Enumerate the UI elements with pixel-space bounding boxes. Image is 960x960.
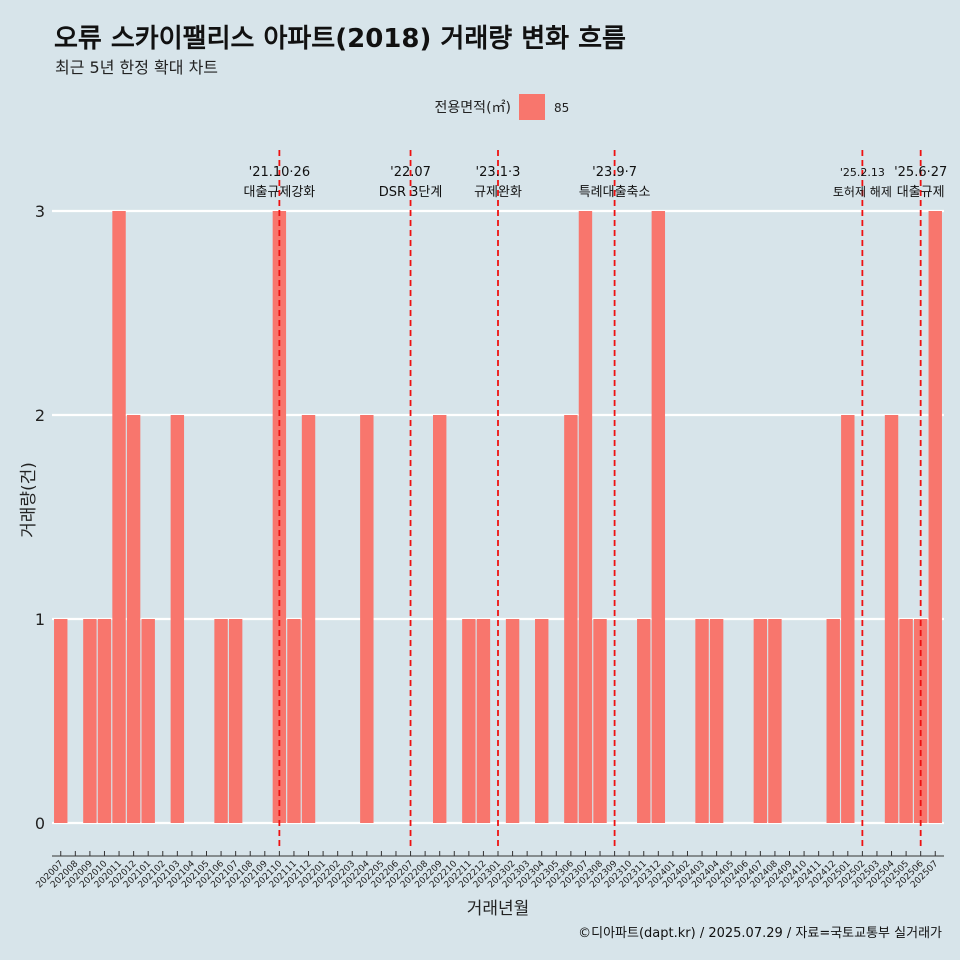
event-name-label: 토허제 해제 [833, 185, 892, 199]
bar-202507 [928, 211, 942, 823]
legend-title: 전용면적(㎡) [435, 100, 511, 116]
y-tick-label: 0 [35, 814, 45, 833]
bar-202501 [841, 415, 855, 823]
bars [54, 211, 942, 823]
event-name-label: 대출규제 [897, 185, 945, 200]
bar-202404 [709, 619, 724, 823]
bar-202112 [301, 415, 316, 823]
event-date-label: '23.1·3 [476, 165, 521, 180]
bar-202407 [753, 619, 768, 823]
bar-202412 [826, 619, 840, 823]
event-date-label: '25.2.13 [840, 166, 885, 179]
bar-202504 [884, 415, 899, 823]
x-axis-label: 거래년월 [467, 899, 530, 919]
bar-202009 [83, 619, 97, 823]
bar-202209 [432, 415, 447, 823]
event-date-label: '23.9·7 [592, 165, 637, 180]
bar-202304 [535, 619, 549, 823]
bar-202311 [637, 619, 651, 823]
event-markers: '21.10·26 대출규제강화 '22.07 DSR 3단계 '23.1·3 규제완화 '… [243, 150, 947, 850]
legend: 전용면적(㎡) 85 [435, 94, 569, 120]
y-tick-label: 3 [35, 202, 45, 221]
event-name-label: 규제완화 [474, 185, 522, 200]
bar-202302 [505, 619, 520, 823]
bar-202408 [768, 619, 782, 823]
bar-202204 [360, 415, 374, 823]
y-axis-label: 거래량(건) [19, 462, 39, 538]
event-name-label: DSR 3단계 [379, 185, 443, 200]
y-tick-label: 1 [35, 610, 45, 629]
bar-202012 [126, 415, 141, 823]
x-axis: 2020072020082020092020102020112020122021… [34, 851, 944, 890]
bar-202307 [578, 211, 593, 823]
event-date-label: '25.6·27 [894, 165, 947, 180]
bar-202101 [141, 619, 155, 823]
bar-202403 [695, 619, 709, 823]
source-caption: ©디아파트(dapt.kr) / 2025.07.29 / 자료=국토교통부 실… [578, 926, 942, 941]
bar-202306 [564, 415, 578, 823]
bar-202312 [651, 211, 666, 823]
event-name-label: 특례대출축소 [579, 185, 651, 200]
bar-202111 [287, 619, 301, 823]
event-date-label: '22.07 [390, 165, 431, 180]
bar-202308 [593, 619, 607, 823]
y-tick-label: 2 [35, 406, 45, 425]
legend-entry-label: 85 [554, 101, 569, 115]
bar-202107 [228, 619, 243, 823]
bar-202505 [899, 619, 913, 823]
legend-swatch [519, 94, 545, 120]
bar-202106 [214, 619, 228, 823]
bar-202010 [97, 619, 112, 823]
bar-202110 [272, 211, 287, 823]
bar-202007 [54, 619, 68, 823]
event-name-label: 대출규제강화 [243, 185, 315, 200]
bar-202011 [112, 211, 126, 823]
bar-202211 [462, 619, 476, 823]
y-axis: 0 1 2 3 [35, 202, 45, 833]
bar-202212 [476, 619, 491, 823]
bar-202103 [170, 415, 185, 823]
event-date-label: '21.10·26 [249, 165, 310, 180]
chart-title: 오류 스카이팰리스 아파트(2018) 거래량 변화 흐름 [54, 24, 626, 54]
chart-subtitle: 최근 5년 한정 확대 차트 [55, 58, 219, 77]
